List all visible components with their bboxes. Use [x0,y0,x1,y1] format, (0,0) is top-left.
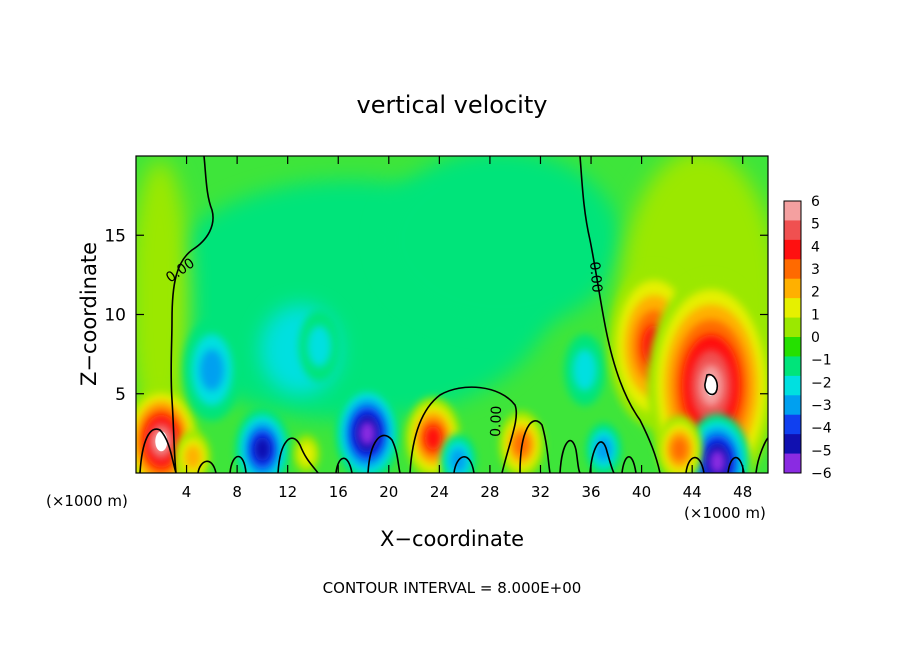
x-unit-left: (×1000 m) [46,492,128,510]
colorbar-label-7: −1 [811,353,832,369]
y-axis-label: Z−coordinate [77,242,101,386]
field-feature-2 [182,319,241,421]
colorbar-label-1: 5 [811,217,820,233]
x-tick-label-40: 40 [632,483,651,501]
colorbar-swatch-0 [784,201,801,221]
field-layer [136,156,768,473]
y-tick-label-5: 5 [115,385,126,405]
x-unit-right: (×1000 m) [684,504,766,522]
peak-contour [704,373,719,396]
x-tick-label-48: 48 [733,483,752,501]
colorbar-label-8: −2 [811,375,832,391]
field-feature-3 [235,408,290,473]
colorbar-label-10: −4 [811,421,832,437]
x-tick-label-32: 32 [531,483,550,501]
field-feature-5 [298,310,340,383]
x-tick-label-24: 24 [430,483,449,501]
colorbar-label-5: 1 [811,307,820,323]
zero-contour-right [579,156,661,473]
chart-title: vertical velocity [357,91,548,119]
lower-contour-wiggles [139,420,768,473]
plot-area: 0.00 0.00 0.00 4 8 12 16 20 24 28 32 36 40 44 48 51… [104,155,769,501]
colorbar-label-6: 0 [811,330,820,346]
colorbar-swatch-10 [784,395,801,416]
x-axis-label: X−coordinate [380,527,524,551]
y-tick-label-10: 10 [104,306,126,326]
colorbar-swatch-4 [784,278,801,299]
y-ticks: 5 10 15 [104,226,768,405]
field-zone-4 [136,160,190,440]
colorbar-swatch-8 [784,356,801,377]
contour-label-2: 0.00 [488,405,505,437]
colorbar: 6 5 4 3 2 1 0 −1 −2 −3 −4 −5 −6 [783,194,832,482]
colorbar-swatch-2 [784,239,801,260]
x-tick-label-20: 20 [379,483,398,501]
contour-label-1: 0.00 [586,261,605,293]
colorbar-label-0: 6 [811,194,820,210]
colorbar-swatch-1 [784,220,801,241]
colorbar-swatch-13 [784,453,801,474]
colorbar-swatch-7 [784,337,801,357]
colorbar-swatch-5 [784,298,801,319]
x-ticks: 4 8 12 16 20 24 28 32 36 40 44 48 [182,156,752,501]
colorbar-swatch-6 [784,317,801,338]
zero-contour-left [170,156,214,473]
x-tick-label-16: 16 [329,483,348,501]
zero-contour-middle [409,386,518,473]
field-feature-11 [586,422,622,473]
field-feature-10 [564,334,606,406]
x-tick-label-8: 8 [232,483,242,501]
colorbar-swatch-11 [784,414,801,435]
colorbar-frame [783,200,802,474]
y-tick-label-15: 15 [104,226,126,246]
colorbar-label-11: −5 [811,443,832,459]
colorbar-label-4: 2 [811,285,820,301]
colorbar-label-9: −3 [811,398,832,414]
contour-interval-note: CONTOUR INTERVAL = 8.000E+00 [323,579,582,597]
field-zone-1 [380,156,620,330]
colorbar-label-2: 4 [811,239,820,255]
colorbar-label-3: 3 [811,262,820,278]
field-feature-6 [335,385,400,473]
x-tick-label-28: 28 [480,483,499,501]
x-tick-label-12: 12 [278,483,297,501]
zero-contours [139,156,768,473]
field-feature-8 [440,433,476,473]
field-feature-1 [175,430,211,473]
x-tick-label-36: 36 [581,483,600,501]
colorbar-label-12: −6 [811,466,832,482]
colorbar-swatch-3 [784,259,801,280]
colorbar-swatch-9 [784,375,801,396]
x-tick-label-44: 44 [683,483,702,501]
x-tick-label-4: 4 [182,483,192,501]
contour-labels: 0.00 0.00 0.00 [163,255,605,437]
colorbar-swatch-12 [784,434,801,455]
